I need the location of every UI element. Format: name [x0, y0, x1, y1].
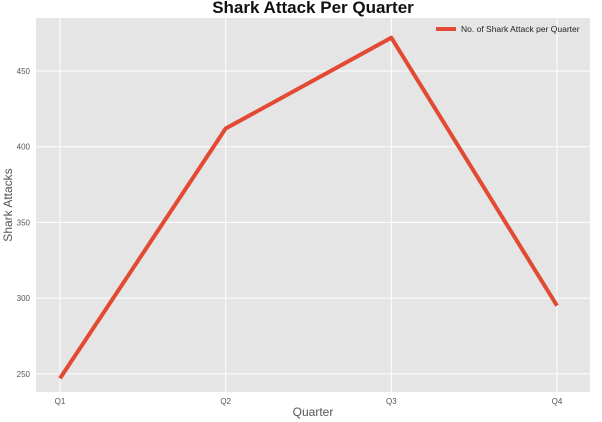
- y-tick-labels: 250 300 350 400 450: [17, 67, 31, 379]
- y-tick-label: 350: [17, 218, 31, 227]
- chart-title: Shark Attack Per Quarter: [212, 0, 414, 17]
- y-tick-label: 450: [17, 67, 31, 76]
- x-tick-label: Q4: [552, 397, 563, 406]
- x-axis-label: Quarter: [293, 405, 334, 419]
- legend-label: No. of Shark Attack per Quarter: [461, 24, 580, 34]
- plot-area: [36, 18, 590, 392]
- legend: No. of Shark Attack per Quarter: [436, 24, 580, 34]
- x-tick-label: Q2: [220, 397, 231, 406]
- y-tick-label: 400: [17, 143, 31, 152]
- y-tick-label: 300: [17, 294, 31, 303]
- y-axis-label: Shark Attacks: [1, 168, 15, 241]
- grid-lines: [36, 18, 590, 392]
- y-tick-label: 250: [17, 370, 31, 379]
- x-tick-label: Q1: [55, 397, 66, 406]
- x-tick-label: Q3: [386, 397, 397, 406]
- x-tick-labels: Q1 Q2 Q3 Q4: [55, 397, 563, 406]
- series-layer: [58, 35, 559, 380]
- series-line: [58, 35, 559, 380]
